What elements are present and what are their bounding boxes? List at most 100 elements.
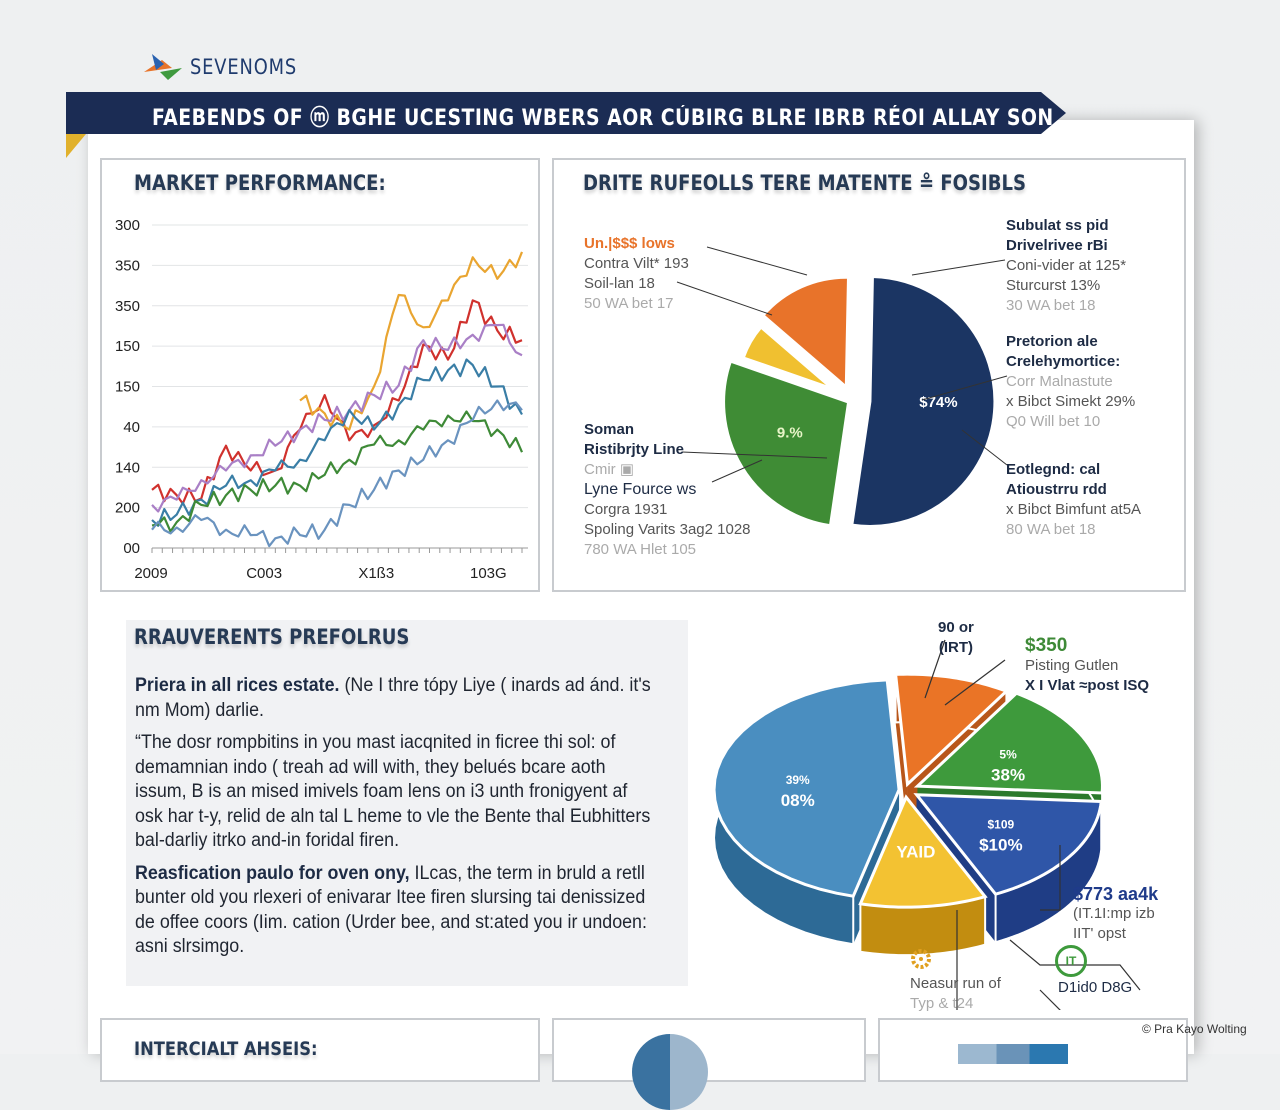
callout-line: Contra Vilt* 193	[584, 255, 689, 272]
callout-value: $350	[1025, 635, 1068, 656]
pie3d-callout-right: $773 aa4k (IT.1I:mp izb IIT' opst	[1073, 884, 1158, 944]
callout-line: 80 WA bet 18	[1006, 521, 1096, 538]
paragraph: “The dosr rompbitins in you mast iacqnit…	[135, 732, 651, 851]
callout-line: Q0 Will bet 10	[1006, 413, 1101, 430]
text-panel-title: RRAUVERENTS PREFOLRUS	[134, 625, 410, 649]
y-tick-label: 40	[123, 419, 140, 436]
x-tick-label: 2009	[134, 565, 167, 582]
leader-line	[921, 375, 1008, 401]
callout-heading: (IRT)	[938, 639, 973, 656]
callout-line: Neasur run of	[910, 975, 1001, 992]
callout-line: X I Vlat ≈post ISQ	[1025, 677, 1150, 694]
pie-slice	[913, 691, 1104, 795]
callout-line: 780 WA Hlet 105	[584, 541, 697, 558]
callout-line: Pisting Gutlen	[1025, 657, 1119, 674]
x-tick-label: X1ß3	[358, 565, 394, 582]
callout-heading: Drivelrivee rBi	[1006, 237, 1108, 254]
brand-logo: SEVENOMS	[142, 50, 316, 84]
portfolio-pie-chart: $74% 9.%	[676, 246, 1008, 528]
logo-mark-icon	[144, 54, 182, 80]
callout-heading: Eotlegnd: cal	[1006, 461, 1101, 478]
line-series	[151, 410, 524, 533]
market-line-chart: 00 200 140 40 150 150 350 350 300 2009 C003 X1ß3 103…	[115, 217, 528, 582]
bottom-panel-middle	[552, 1018, 866, 1082]
header-banner	[66, 92, 1066, 134]
brand-name: SEVENOMS	[190, 55, 298, 79]
pie-slice	[913, 793, 1103, 896]
leader-line	[911, 259, 1006, 276]
leader-line	[711, 459, 763, 483]
paragraph: Reasfication paulo for oven ony, ILcas, …	[135, 862, 647, 958]
y-tick-label: 200	[115, 500, 140, 517]
callout-line: (IT.1I:mp izb	[1073, 905, 1155, 922]
callout-line: Coni-vider at 125*	[1006, 257, 1127, 274]
y-tick-label: 300	[115, 217, 140, 234]
bottom-pie-chart	[632, 1034, 708, 1110]
callout-top-left: Un.|$$$ lows Contra Vilt* 193 Soil-lan 1…	[584, 234, 689, 314]
callout-line: 30 WA bet 18	[1006, 297, 1096, 314]
footer-credit: © Pra Kayo Wolting	[1142, 1022, 1247, 1036]
callout-bottom-right: Eotlegnd: cal Atioustrru rdd x Bibct Bim…	[1006, 460, 1141, 540]
callout-heading: Pretorion ale	[1006, 333, 1098, 350]
slice-label: 9.%	[777, 425, 803, 442]
pie-slice	[760, 275, 851, 391]
leader-line	[956, 910, 958, 1010]
pie-slice	[858, 794, 988, 909]
line-series	[151, 399, 523, 548]
y-tick-label: 150	[115, 338, 140, 355]
slice-label: 38%	[991, 766, 1025, 785]
pie3d-callout-bottom-left: Neasur run of Typ & t24	[910, 974, 1001, 1014]
callout-bottom-left: Soman Ristibrjty Line Cmir ▣ Lyne Fource…	[584, 420, 751, 560]
slice-label: 5%	[999, 748, 1017, 762]
pie3d-callout-bottom-right: D1id0 D8G	[1058, 979, 1133, 996]
pie-slice	[850, 274, 997, 528]
pie-slice	[722, 359, 851, 528]
leader-line	[1039, 989, 1061, 1010]
pie3d-callout-top-right: $350 Pisting Gutlen X I Vlat ≈post ISQ	[1025, 636, 1149, 696]
page-title: FAEBENDS OF ⓜ BGHE UCESTING WBERS AOR CÚ…	[152, 106, 1054, 131]
callout-line: Cmir ▣	[584, 461, 634, 478]
leader-line	[676, 281, 773, 316]
callout-heading: Atioustrru rdd	[1006, 481, 1107, 498]
slice-label: $10%	[979, 836, 1022, 855]
market-performance-title: MARKET PERFORMANCE:	[134, 171, 386, 195]
slice-label: 08%	[781, 791, 815, 810]
y-tick-label: 350	[115, 257, 140, 274]
callout-line: Sturcurst 13%	[1006, 277, 1101, 294]
leader-line	[681, 451, 828, 459]
leader-line	[1040, 845, 1061, 911]
y-tick-label: 350	[115, 298, 140, 315]
allocation-3d-pie-chart: 39% 08% 5% 38% $109 $10% YAID	[712, 639, 1141, 1010]
callout-heading: Soman	[584, 421, 635, 438]
leader-line	[924, 639, 946, 699]
callout-line: Spoling Varits 3ag2 1028	[584, 521, 751, 538]
callout-line: Corgra 1931	[584, 501, 668, 518]
callout-mid-right: Pretorion ale Crelehymortice: Corr Malna…	[1006, 332, 1135, 432]
callout-line: IIT' opst	[1073, 925, 1126, 942]
callout-line: Corr Malnastute	[1006, 373, 1113, 390]
y-tick-label: 150	[115, 379, 140, 396]
banner-corner	[66, 134, 86, 158]
x-tick-label: 103G	[470, 565, 507, 582]
line-series	[299, 251, 524, 431]
market-performance-panel	[100, 158, 540, 592]
text-panel-body: Priera in all rices estate. (Ne I thre t…	[135, 674, 652, 968]
callout-value: $773 aa4k	[1073, 884, 1159, 904]
slice-label: $74%	[919, 394, 957, 411]
paragraph: Priera in all rices estate. (Ne I thre t…	[135, 675, 651, 721]
leader-line	[961, 429, 1008, 466]
pie3d-callout-top: 90 or (IRT)	[938, 618, 974, 658]
callout-heading: 90 or	[938, 619, 974, 636]
callout-line: Typ & t24	[910, 995, 974, 1012]
badge-icon: IT	[1055, 945, 1087, 977]
callout-top-right: Subulat ss pid Drivelrivee rBi Coni-vide…	[1006, 216, 1126, 316]
gear-icon	[908, 946, 934, 977]
callout-line: Lyne Fource ws	[584, 481, 697, 498]
callout-line: x Bibct Bimfunt at5A	[1006, 501, 1142, 518]
leader-line	[706, 246, 808, 276]
callout-line: 50 WA bet 17	[584, 295, 674, 312]
text-panel	[126, 620, 688, 986]
y-tick-label: 00	[123, 540, 140, 557]
callout-line: x Bibct Simekt 29%	[1006, 393, 1136, 410]
portfolio-pie-title: DRITE RUFEOLLS TERE MATENTE ≗ FOSIBLS	[583, 171, 1027, 195]
